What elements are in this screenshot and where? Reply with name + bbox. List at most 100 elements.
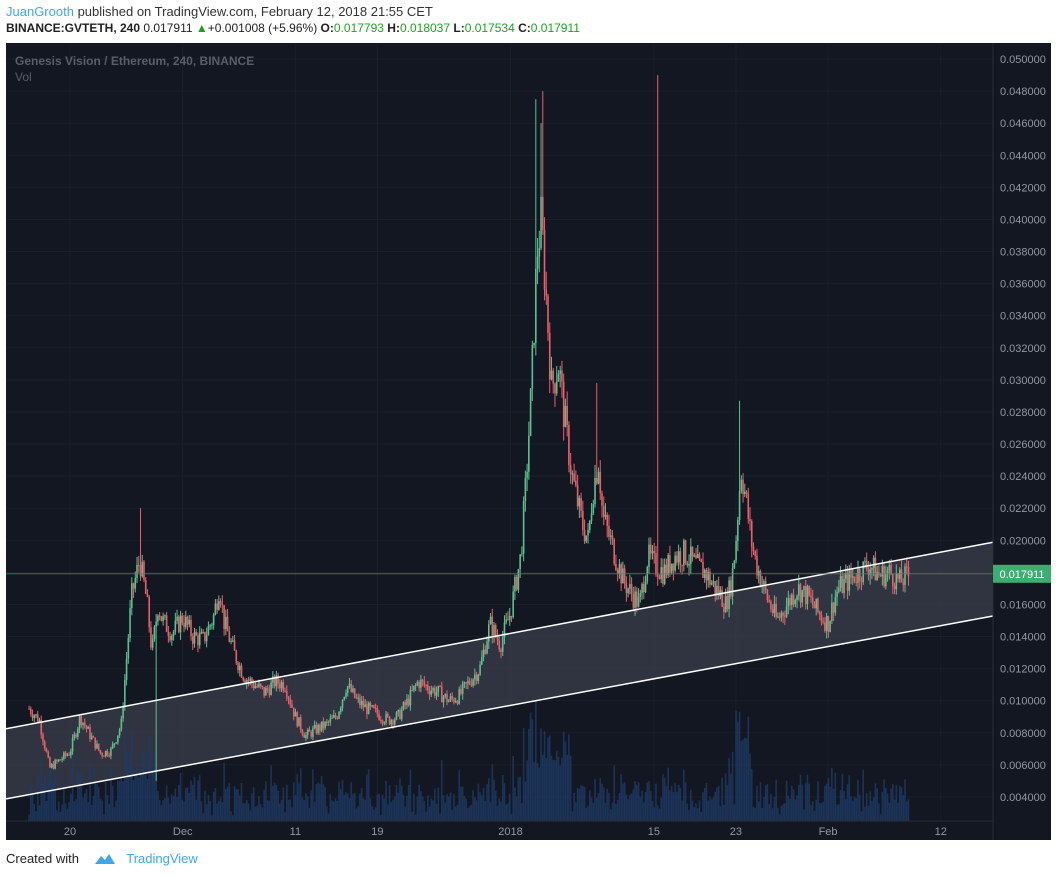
volume-bar	[750, 769, 753, 821]
candle-body	[656, 574, 659, 578]
candle-body	[439, 685, 441, 687]
volume-bar	[461, 786, 464, 821]
volume-bar	[66, 808, 69, 821]
candle-body	[806, 586, 809, 605]
candle-body	[226, 616, 229, 632]
volume-bar	[770, 794, 772, 821]
volume-bar	[836, 804, 838, 821]
candle-body	[399, 709, 401, 720]
candle-body	[240, 665, 243, 678]
volume-bar	[705, 782, 708, 821]
chart-panel[interactable]: 0.004000 0.006000 0.008000 0.010000 0.012000…	[6, 43, 1051, 840]
volume-bar	[223, 763, 225, 821]
candle-body	[54, 760, 56, 769]
candle-body	[486, 641, 488, 654]
candle-body	[768, 600, 770, 602]
volume-bar	[369, 798, 372, 821]
x-tick-label: 12	[935, 826, 947, 838]
volume-bar	[418, 784, 420, 821]
volume-bar	[606, 788, 609, 821]
price-chart[interactable]: 0.004000 0.006000 0.008000 0.010000 0.012000…	[6, 43, 1051, 840]
volume-bar	[813, 810, 816, 821]
candle-body	[801, 590, 804, 603]
volume-bar	[184, 788, 187, 821]
candle-body	[454, 701, 457, 703]
volume-bar	[380, 815, 382, 821]
volume-bar	[784, 803, 786, 821]
volume-bar	[644, 791, 647, 821]
volume-bar	[216, 803, 218, 821]
volume-bar	[259, 803, 262, 821]
volume-bar	[474, 797, 476, 821]
volume-bar	[45, 800, 48, 821]
candle-body	[151, 639, 154, 648]
volume-bar	[898, 785, 901, 821]
volume-bar	[447, 796, 450, 821]
volume-bar	[552, 759, 555, 821]
candle-body	[186, 616, 189, 625]
candle-body	[500, 649, 502, 652]
candle-body	[606, 514, 609, 526]
volume-bar	[235, 788, 238, 821]
candle-body	[594, 477, 596, 505]
current-price-tag: 0.017911	[993, 564, 1051, 583]
candle-body	[256, 686, 258, 688]
volume-bar	[608, 792, 610, 821]
volume-bar	[409, 769, 412, 821]
candle-body	[416, 682, 419, 686]
candle-body	[279, 683, 281, 689]
volume-bar	[71, 745, 74, 821]
volume-bar	[592, 802, 595, 821]
volume-bar	[815, 799, 817, 821]
volume-bar	[879, 814, 882, 821]
volume-bar	[594, 778, 596, 821]
candle-body	[604, 514, 607, 517]
volume-bar	[200, 801, 203, 821]
tradingview-cloud-icon[interactable]	[93, 852, 117, 866]
candle-body	[545, 289, 548, 296]
volume-bar	[108, 803, 110, 821]
candle-body	[235, 650, 238, 663]
volume-bar	[155, 770, 157, 821]
candle-body	[444, 693, 447, 697]
volume-bar	[106, 794, 109, 821]
candle-body	[519, 554, 521, 569]
volume-bar	[341, 779, 344, 821]
volume-bar	[629, 794, 631, 821]
volume-bar	[878, 803, 880, 821]
candle-body	[298, 717, 300, 727]
y-tick-label: 0.028000	[1000, 407, 1046, 419]
volume-bar	[702, 792, 704, 821]
volume-bar	[266, 800, 269, 821]
volume-bar	[569, 755, 572, 821]
candle-body	[872, 557, 875, 569]
candle-body	[778, 616, 781, 618]
candle-body	[312, 728, 314, 737]
candle-body	[70, 751, 72, 756]
volume-bar	[641, 790, 643, 821]
volume-bar	[599, 778, 602, 821]
candle-body	[658, 577, 661, 579]
candle-body	[836, 591, 838, 598]
candle-body	[355, 697, 358, 699]
x-tick-label: 19	[371, 826, 383, 838]
volume-bar	[761, 807, 764, 821]
volume-bar	[496, 806, 499, 821]
volume-bars	[28, 699, 910, 821]
author-link[interactable]: JuanGrooth	[6, 4, 74, 19]
candle-body	[737, 520, 739, 542]
low-label: L:	[453, 21, 465, 35]
candle-body	[144, 580, 147, 595]
tradingview-link[interactable]: TradingView	[126, 851, 198, 866]
volume-bar	[637, 782, 640, 821]
candle-body	[428, 690, 431, 695]
volume-bar	[284, 812, 286, 821]
candle-body	[905, 566, 908, 568]
volume-bar	[319, 783, 321, 821]
volume-bar	[390, 802, 393, 821]
volume-bar	[268, 800, 271, 821]
volume-bar	[454, 806, 457, 821]
candle-body	[825, 615, 828, 631]
candle-body	[754, 551, 757, 556]
volume-bar	[306, 796, 309, 821]
